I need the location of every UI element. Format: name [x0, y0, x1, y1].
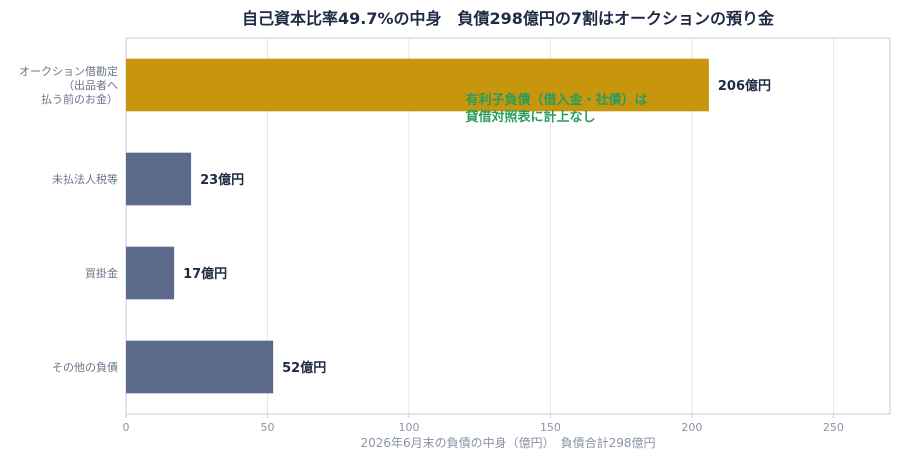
bar-value-label: 52億円 — [282, 360, 326, 376]
x-axis-label: 2026年6月末の負債の中身（億円） 負債合計298億円 — [360, 435, 655, 450]
category-label: 買掛金 — [85, 266, 118, 280]
bar-value-label: 23億円 — [200, 172, 244, 188]
x-tick-label: 200 — [681, 421, 702, 434]
bar — [126, 152, 192, 206]
x-tick-label: 100 — [398, 421, 419, 434]
bar-value-label: 206億円 — [718, 78, 771, 94]
x-tick-label: 250 — [823, 421, 844, 434]
category-label: （出品者へ — [63, 78, 118, 92]
x-tick-label: 0 — [123, 421, 130, 434]
annotation-text: 有利子負債（借入金・社債）は — [466, 92, 648, 108]
x-tick-label: 50 — [260, 421, 274, 434]
bars — [126, 58, 709, 394]
x-tick-label: 150 — [540, 421, 561, 434]
annotation-text: 貸借対照表に計上なし — [466, 109, 596, 125]
category-label: 払う前のお金） — [41, 92, 118, 106]
x-ticks: 0 50 100 150 200 250 — [123, 414, 844, 434]
bar-value-label: 17億円 — [183, 266, 227, 282]
category-label: オークション借勘定 — [19, 64, 118, 78]
category-label: その他の負債 — [52, 360, 118, 374]
bar — [126, 246, 175, 300]
category-label: 未払法人税等 — [52, 172, 118, 186]
chart-title: 自己資本比率49.7%の中身 負債298億円の7割はオークションの預り金 — [242, 9, 775, 28]
bar — [126, 58, 709, 112]
bar — [126, 340, 274, 394]
plot-frame — [125, 37, 891, 415]
